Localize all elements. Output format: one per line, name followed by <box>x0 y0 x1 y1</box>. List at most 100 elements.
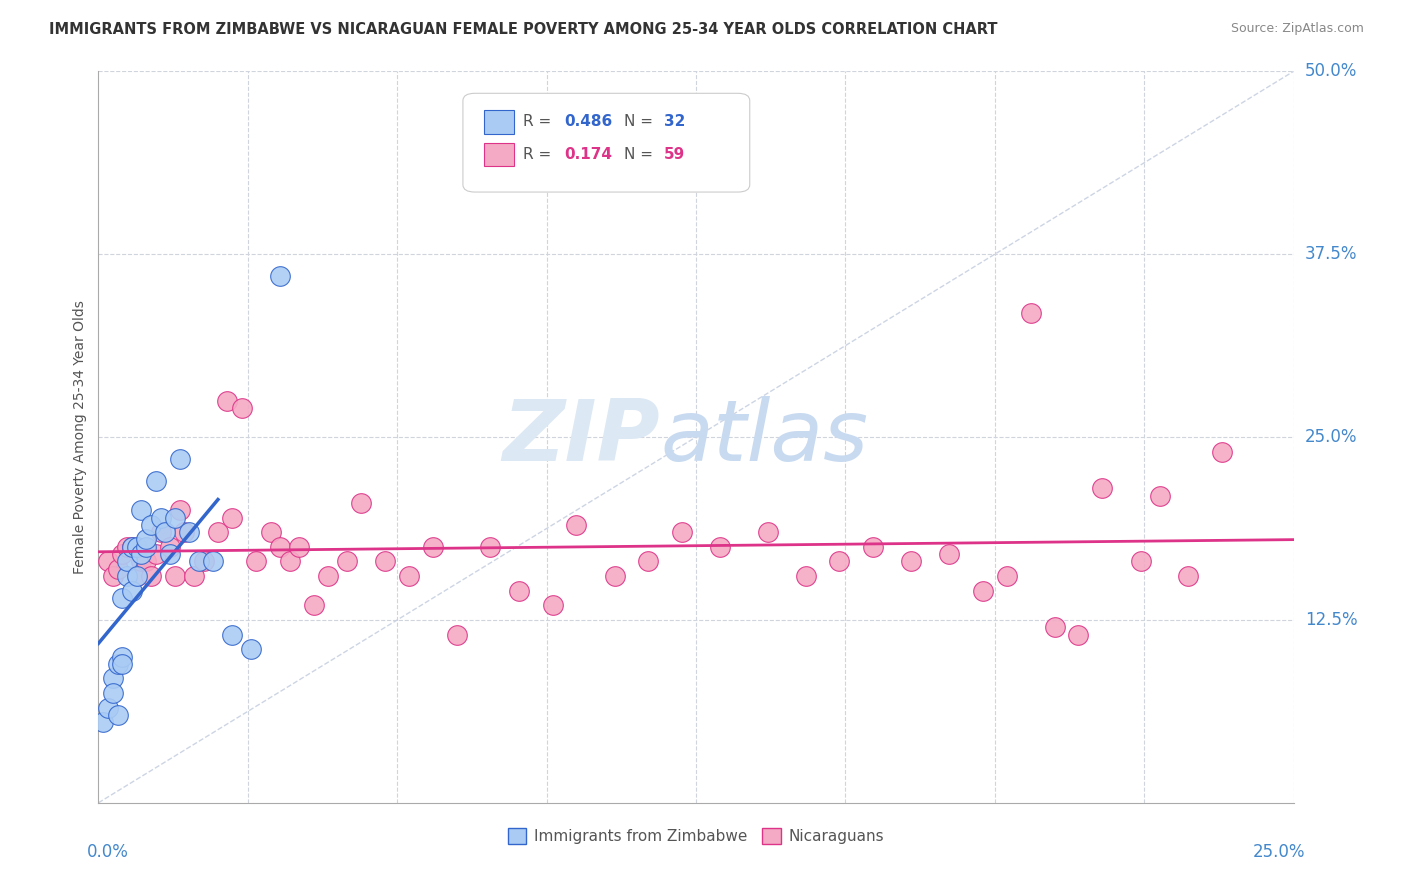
Text: 59: 59 <box>664 146 685 161</box>
Point <box>603 569 626 583</box>
Point <box>107 657 129 671</box>
Point <box>756 525 779 540</box>
Point <box>221 510 243 524</box>
Point <box>221 627 243 641</box>
Point <box>145 474 167 488</box>
Point <box>163 569 186 583</box>
Point <box>1091 481 1114 495</box>
Text: R =: R = <box>523 113 555 128</box>
Point <box>121 540 143 554</box>
Point <box>169 503 191 517</box>
Point <box>155 525 177 540</box>
Point <box>115 569 138 583</box>
Point <box>1149 489 1171 503</box>
Point <box>1129 554 1152 568</box>
Point <box>97 700 120 714</box>
Point <box>398 569 420 583</box>
Point <box>159 547 181 561</box>
Point <box>107 562 129 576</box>
Legend: Immigrants from Zimbabwe, Nicaraguans: Immigrants from Zimbabwe, Nicaraguans <box>502 822 890 850</box>
Point <box>202 554 225 568</box>
Point <box>479 540 502 554</box>
FancyBboxPatch shape <box>485 110 515 134</box>
Text: 0.174: 0.174 <box>565 146 613 161</box>
Point <box>709 540 731 554</box>
Point <box>125 569 148 583</box>
Point <box>794 569 817 583</box>
Point <box>131 503 153 517</box>
Point <box>862 540 884 554</box>
Point <box>1211 444 1233 458</box>
Text: R =: R = <box>523 146 555 161</box>
Point <box>207 525 229 540</box>
Point <box>125 540 148 554</box>
Point <box>446 627 468 641</box>
Point <box>1043 620 1066 634</box>
Text: 25.0%: 25.0% <box>1305 428 1357 446</box>
Text: N =: N = <box>624 146 658 161</box>
Point <box>995 569 1018 583</box>
Text: ZIP: ZIP <box>502 395 661 479</box>
Point <box>245 554 267 568</box>
Point <box>131 547 153 561</box>
Point <box>1019 306 1042 320</box>
Point <box>217 393 239 408</box>
Point <box>269 540 291 554</box>
Point <box>121 540 143 554</box>
Point <box>336 554 359 568</box>
Point <box>1177 569 1199 583</box>
Point <box>541 599 564 613</box>
Point <box>101 686 124 700</box>
Point <box>163 510 186 524</box>
Text: atlas: atlas <box>661 395 868 479</box>
Point <box>169 452 191 467</box>
Point <box>288 540 311 554</box>
Point <box>302 599 325 613</box>
Text: 0.0%: 0.0% <box>87 843 128 861</box>
Text: 25.0%: 25.0% <box>1253 843 1306 861</box>
Point <box>938 547 960 561</box>
Point <box>97 554 120 568</box>
Point <box>565 517 588 532</box>
Point <box>422 540 444 554</box>
Point <box>115 554 138 568</box>
Point <box>121 583 143 598</box>
Point <box>278 554 301 568</box>
Text: 50.0%: 50.0% <box>1305 62 1357 80</box>
Point <box>1067 627 1090 641</box>
Point <box>240 642 263 657</box>
Point <box>508 583 530 598</box>
FancyBboxPatch shape <box>463 94 749 192</box>
Point <box>91 715 114 730</box>
Point <box>145 547 167 561</box>
FancyBboxPatch shape <box>485 143 515 167</box>
Point <box>231 401 253 415</box>
Point <box>900 554 922 568</box>
Point <box>135 540 157 554</box>
Point <box>173 525 195 540</box>
Y-axis label: Female Poverty Among 25-34 Year Olds: Female Poverty Among 25-34 Year Olds <box>73 300 87 574</box>
Text: IMMIGRANTS FROM ZIMBABWE VS NICARAGUAN FEMALE POVERTY AMONG 25-34 YEAR OLDS CORR: IMMIGRANTS FROM ZIMBABWE VS NICARAGUAN F… <box>49 22 998 37</box>
Text: 12.5%: 12.5% <box>1305 611 1357 629</box>
Point <box>149 510 172 524</box>
Point <box>111 649 134 664</box>
Text: N =: N = <box>624 113 658 128</box>
Point <box>374 554 396 568</box>
Point <box>131 554 153 568</box>
Point <box>115 540 138 554</box>
Point <box>107 708 129 723</box>
Point <box>972 583 994 598</box>
Point <box>269 269 291 284</box>
Text: 32: 32 <box>664 113 685 128</box>
Point <box>671 525 693 540</box>
Point <box>828 554 851 568</box>
Point <box>183 569 205 583</box>
Point <box>111 591 134 605</box>
Point <box>101 672 124 686</box>
Point <box>139 569 162 583</box>
Point <box>135 533 157 547</box>
Point <box>149 525 172 540</box>
Point <box>135 554 157 568</box>
Point <box>193 554 215 568</box>
Point <box>259 525 281 540</box>
